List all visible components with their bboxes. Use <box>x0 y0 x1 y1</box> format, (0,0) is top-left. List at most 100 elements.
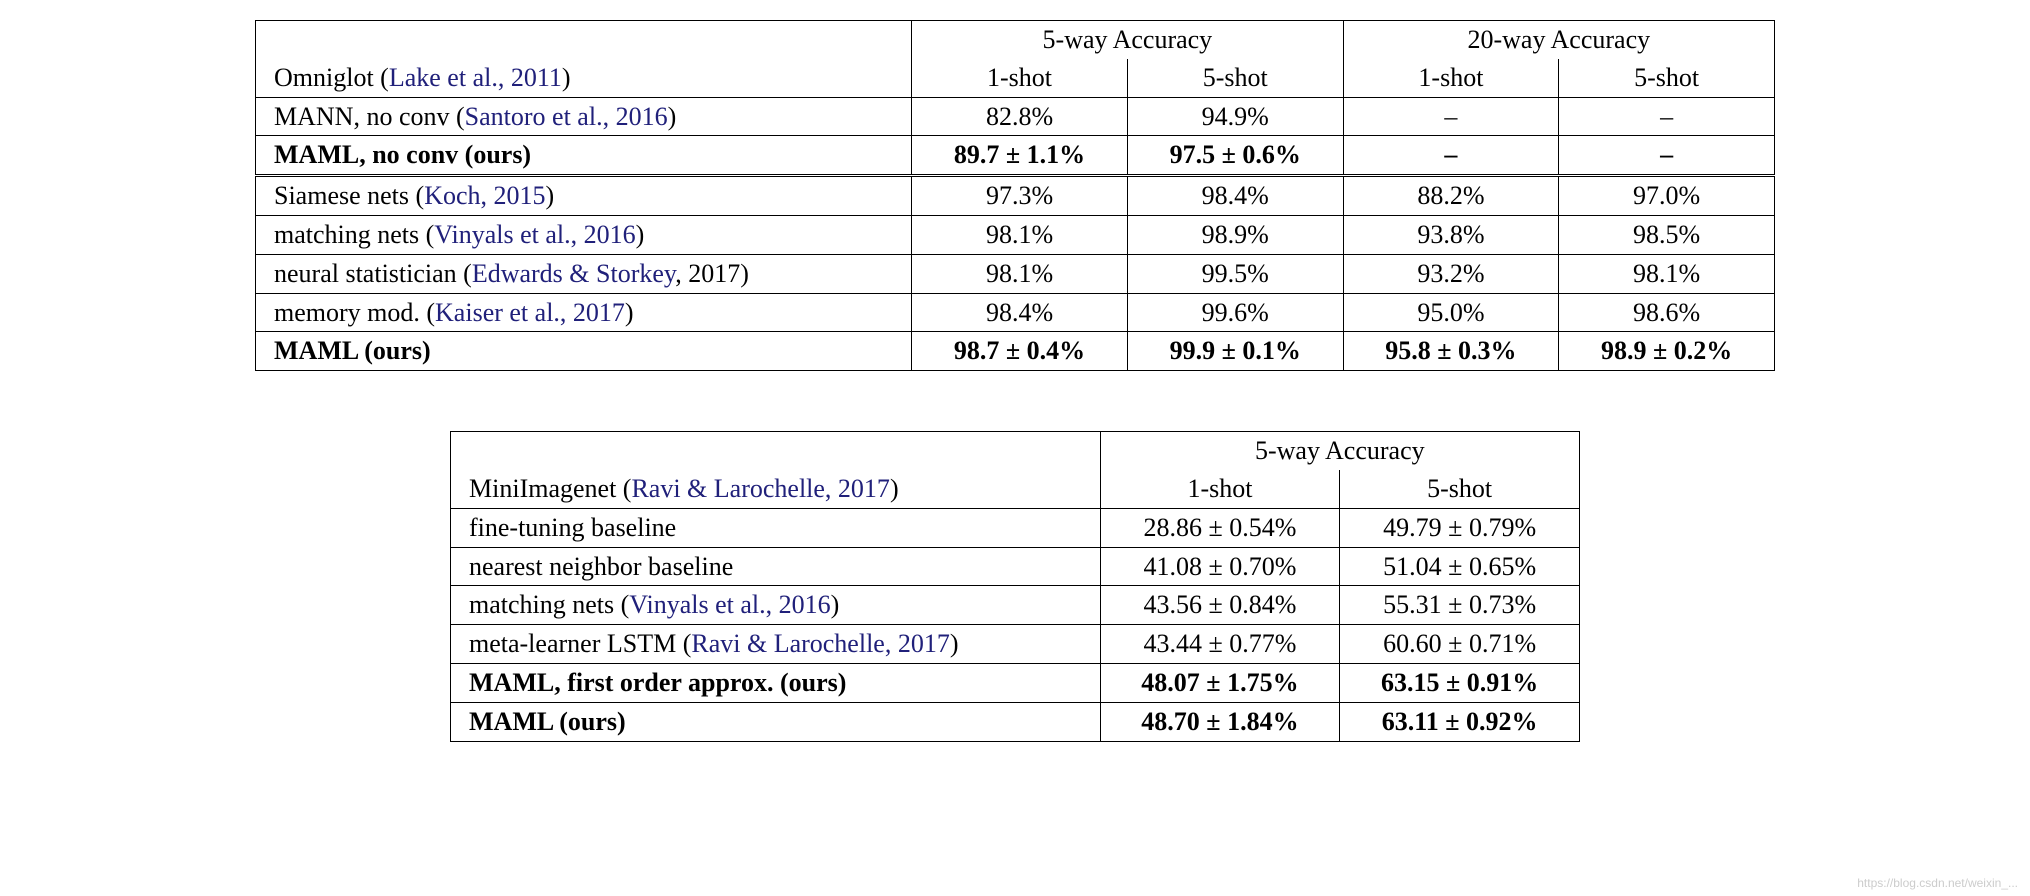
method-name: fine-tuning baseline <box>469 513 676 542</box>
value-cell: 97.5 ± 0.6% <box>1127 136 1343 176</box>
method-name: MAML, no conv (ours) <box>274 140 531 169</box>
table-row: MANN, no conv (Santoro et al., 2016)82.8… <box>256 97 1775 136</box>
method-cell: memory mod. (Kaiser et al., 2017) <box>256 293 912 332</box>
header-1shot-a: 1-shot <box>912 59 1128 97</box>
tables-container: 5-way Accuracy 20-way Accuracy Omniglot … <box>10 20 2020 742</box>
table-row: MAML (ours) 98.7 ± 0.4%99.9 ± 0.1%95.8 ± … <box>256 332 1775 371</box>
value-cell: 98.7 ± 0.4% <box>912 332 1128 371</box>
value-cell: 98.1% <box>912 215 1128 254</box>
method-name: MANN, no conv ( <box>274 102 465 131</box>
value-cell: 98.5% <box>1559 215 1775 254</box>
method-name-close: , 2017) <box>675 259 749 288</box>
citation: Vinyals et al., 2016 <box>434 220 635 249</box>
value-cell: 93.8% <box>1343 215 1559 254</box>
citation: Edwards & Storkey <box>472 259 675 288</box>
watermark: https://blog.csdn.net/weixin_... <box>1857 876 2018 890</box>
method-cell: MAML (ours) <box>256 332 912 371</box>
value-cell: 41.08 ± 0.70% <box>1100 547 1340 586</box>
method-cell: MAML, no conv (ours) <box>256 136 912 176</box>
value-cell: 28.86 ± 0.54% <box>1100 508 1340 547</box>
header-1shot: 1-shot <box>1100 470 1340 508</box>
method-cell: meta-learner LSTM (Ravi & Larochelle, 20… <box>451 625 1101 664</box>
method-cell: MAML, first order approx. (ours) <box>451 663 1101 702</box>
method-name-close: ) <box>636 220 645 249</box>
value-cell: 51.04 ± 0.65% <box>1340 547 1580 586</box>
value-cell: 95.8 ± 0.3% <box>1343 332 1559 371</box>
value-cell: 97.0% <box>1559 176 1775 216</box>
table-row: neural statistician (Edwards & Storkey, … <box>256 254 1775 293</box>
method-cell: fine-tuning baseline <box>451 508 1101 547</box>
dataset-cite: Lake et al., 2011 <box>389 63 562 92</box>
method-name-close: ) <box>950 629 959 658</box>
method-name: memory mod. ( <box>274 298 435 327</box>
method-name-close: ) <box>831 590 840 619</box>
value-cell: 63.15 ± 0.91% <box>1340 663 1580 702</box>
value-cell: 55.31 ± 0.73% <box>1340 586 1580 625</box>
method-cell: MAML (ours) <box>451 702 1101 741</box>
method-cell: neural statistician (Edwards & Storkey, … <box>256 254 912 293</box>
header-5shot-b: 5-shot <box>1559 59 1775 97</box>
value-cell: 99.9 ± 0.1% <box>1127 332 1343 371</box>
table-row: MAML, first order approx. (ours)48.07 ± … <box>451 663 1580 702</box>
method-name: MAML (ours) <box>469 707 626 736</box>
header-1shot-b: 1-shot <box>1343 59 1559 97</box>
value-cell: 94.9% <box>1127 97 1343 136</box>
value-cell: 43.44 ± 0.77% <box>1100 625 1340 664</box>
value-cell: – <box>1559 136 1775 176</box>
value-cell: 93.2% <box>1343 254 1559 293</box>
header-5way: 5-way Accuracy <box>1100 432 1579 470</box>
citation: Koch, 2015 <box>424 181 545 210</box>
table-row: nearest neighbor baseline 41.08 ± 0.70%51… <box>451 547 1580 586</box>
value-cell: 98.4% <box>912 293 1128 332</box>
value-cell: – <box>1559 97 1775 136</box>
method-name: neural statistician ( <box>274 259 472 288</box>
method-name-close: ) <box>668 102 677 131</box>
value-cell: 48.07 ± 1.75% <box>1100 663 1340 702</box>
method-name: MAML (ours) <box>274 336 431 365</box>
value-cell: 43.56 ± 0.84% <box>1100 586 1340 625</box>
value-cell: 98.1% <box>912 254 1128 293</box>
value-cell: 95.0% <box>1343 293 1559 332</box>
table-row: matching nets (Vinyals et al., 2016)43.5… <box>451 586 1580 625</box>
table-row: fine-tuning baseline28.86 ± 0.54%49.79 ±… <box>451 508 1580 547</box>
citation: Kaiser et al., 2017 <box>435 298 625 327</box>
value-cell: 88.2% <box>1343 176 1559 216</box>
citation: Ravi & Larochelle, 2017 <box>691 629 949 658</box>
omniglot-table: 5-way Accuracy 20-way Accuracy Omniglot … <box>255 20 1775 371</box>
empty-corner <box>451 432 1101 470</box>
dataset-label-cell: MiniImagenet (Ravi & Larochelle, 2017) <box>451 470 1101 508</box>
method-cell: MANN, no conv (Santoro et al., 2016) <box>256 97 912 136</box>
method-cell: matching nets (Vinyals et al., 2016) <box>451 586 1101 625</box>
citation: Vinyals et al., 2016 <box>629 590 830 619</box>
header-20way: 20-way Accuracy <box>1343 21 1774 59</box>
table-row: MAML (ours)48.70 ± 1.84%63.11 ± 0.92% <box>451 702 1580 741</box>
dataset-label-close: ) <box>890 474 899 503</box>
method-name: nearest neighbor baseline <box>469 552 733 581</box>
dataset-label: MiniImagenet ( <box>469 474 631 503</box>
value-cell: 99.6% <box>1127 293 1343 332</box>
header-5shot-a: 5-shot <box>1127 59 1343 97</box>
value-cell: 89.7 ± 1.1% <box>912 136 1128 176</box>
value-cell: 98.9% <box>1127 215 1343 254</box>
value-cell: 63.11 ± 0.92% <box>1340 702 1580 741</box>
table-header-row-2: MiniImagenet (Ravi & Larochelle, 2017) 1… <box>451 470 1580 508</box>
table-header-row-1: 5-way Accuracy 20-way Accuracy <box>256 21 1775 59</box>
miniimagenet-table: 5-way Accuracy MiniImagenet (Ravi & Laro… <box>450 431 1580 741</box>
value-cell: 99.5% <box>1127 254 1343 293</box>
table-row: meta-learner LSTM (Ravi & Larochelle, 20… <box>451 625 1580 664</box>
value-cell: 60.60 ± 0.71% <box>1340 625 1580 664</box>
empty-corner <box>256 21 912 59</box>
method-name: meta-learner LSTM ( <box>469 629 691 658</box>
method-cell: Siamese nets (Koch, 2015) <box>256 176 912 216</box>
method-name-close: ) <box>546 181 555 210</box>
method-cell: matching nets (Vinyals et al., 2016) <box>256 215 912 254</box>
table-row: MAML, no conv (ours) 89.7 ± 1.1%97.5 ± 0.… <box>256 136 1775 176</box>
table-header-row-2: Omniglot (Lake et al., 2011) 1-shot 5-sh… <box>256 59 1775 97</box>
value-cell: 98.1% <box>1559 254 1775 293</box>
dataset-label-cell: Omniglot (Lake et al., 2011) <box>256 59 912 97</box>
header-5shot: 5-shot <box>1340 470 1580 508</box>
table-row: Siamese nets (Koch, 2015)97.3%98.4%88.2%… <box>256 176 1775 216</box>
dataset-label: Omniglot ( <box>274 63 389 92</box>
method-name-close: ) <box>625 298 634 327</box>
citation: Santoro et al., 2016 <box>465 102 668 131</box>
